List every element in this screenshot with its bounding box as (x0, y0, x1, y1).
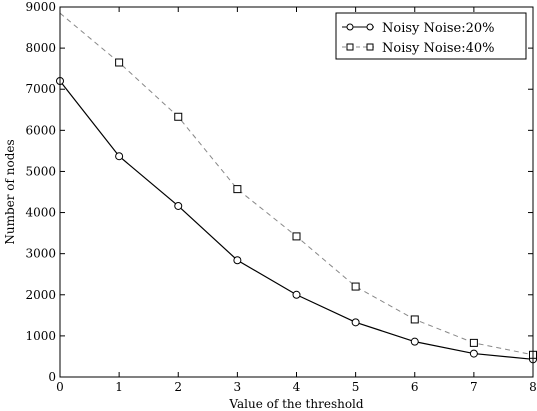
y-tick-label: 6000 (25, 123, 56, 137)
y-tick-label: 2000 (25, 288, 56, 302)
legend: Noisy Noise:20% Noisy Noise:40% (335, 12, 527, 60)
legend-label-2: Noisy Noise:40% (382, 41, 495, 56)
data-point-series-1 (469, 349, 478, 358)
data-point-series-1 (292, 290, 301, 299)
y-tick-label: 8000 (25, 41, 56, 55)
x-tick-label: 2 (174, 380, 182, 394)
data-point-series-1 (233, 256, 242, 265)
legend-box (335, 12, 527, 60)
data-point-series-1 (351, 318, 360, 327)
data-point-series-1 (174, 201, 183, 210)
legend-label-1: Noisy Noise:20% (382, 21, 495, 36)
x-tick-label: 7 (470, 380, 478, 394)
y-tick-label: 4000 (25, 206, 56, 220)
x-tick-label: 3 (234, 380, 242, 394)
legend-marker-square (346, 43, 354, 51)
data-point-series-2 (174, 112, 183, 121)
data-point-series-2 (469, 338, 478, 347)
plot-frame (59, 6, 534, 378)
x-tick-label: 0 (56, 380, 64, 394)
data-point-series-2 (233, 185, 242, 194)
legend-marker-circle (366, 23, 374, 31)
series-line-1 (59, 80, 534, 360)
y-tick-label: 9000 (25, 0, 56, 14)
y-tick-label: 0 (48, 370, 56, 384)
data-point-series-2 (410, 315, 419, 324)
x-tick-label: 8 (529, 380, 537, 394)
x-tick-label: 4 (293, 380, 301, 394)
y-axis-label: Number of nodes (3, 139, 17, 244)
legend-marker-square (366, 43, 374, 51)
x-tick-label: 1 (115, 380, 123, 394)
legend-marker-circle (346, 23, 354, 31)
x-axis-label: Value of the threshold (228, 397, 363, 411)
plot-area (56, 12, 537, 364)
axes: 0 1 2 3 4 5 6 7 8 0 1000 2000 3000 4000 5000 6000 7000 80… (25, 0, 536, 394)
y-tick-label: 5000 (25, 164, 56, 178)
data-point-series-1 (410, 337, 419, 346)
data-point-series-2 (351, 282, 360, 291)
series-line-2 (59, 12, 534, 356)
data-point-series-2 (292, 232, 301, 241)
y-tick-label: 1000 (25, 329, 56, 343)
x-tick-label: 6 (411, 380, 419, 394)
x-tick-label: 5 (352, 380, 360, 394)
data-point-series-2 (115, 58, 124, 67)
data-point-series-1 (115, 152, 124, 161)
y-tick-label: 7000 (25, 82, 56, 96)
y-tick-label: 3000 (25, 247, 56, 261)
